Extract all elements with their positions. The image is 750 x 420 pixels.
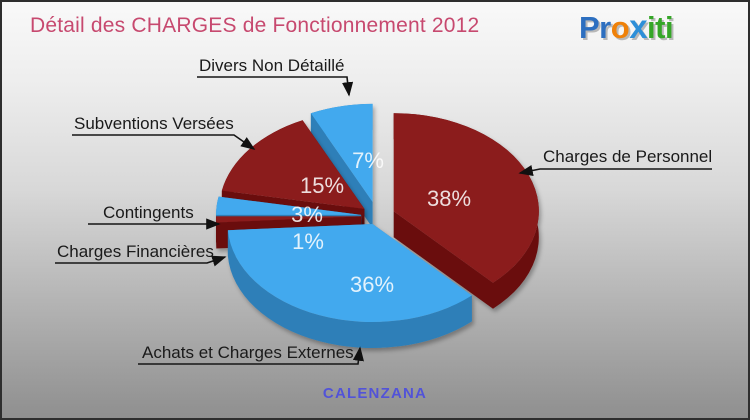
pie-percent-labels: 38% 36% 1%3% 15% 7%	[291, 148, 471, 297]
connector-divers	[197, 76, 354, 97]
pie-percent-label: 7%	[352, 148, 384, 173]
pie-percent-label: 3%	[291, 202, 323, 227]
label-divers-non-detaille: Divers Non Détaillé	[199, 56, 345, 75]
label-achats-et-charges-externes: Achats et Charges Externes	[142, 343, 354, 362]
pie-slice	[227, 224, 472, 349]
pie-slice	[393, 113, 539, 309]
logo-part-o: o	[610, 10, 630, 45]
pie-slices	[216, 103, 539, 349]
logo-part-x: x	[629, 8, 648, 45]
logo-part-iti: iti	[647, 10, 674, 45]
logo-part-pr: Pr	[579, 10, 611, 45]
connector-personnel	[518, 164, 712, 176]
connector-subventions	[72, 134, 256, 150]
label-charges-financieres: Charges Financières	[57, 242, 214, 261]
label-contingents: Contingents	[103, 203, 194, 222]
pie-percent-label: 38%	[427, 186, 471, 211]
label-charges-de-personnel: Charges de Personnel	[543, 147, 713, 166]
connector-financieres	[55, 255, 227, 267]
label-subventions-versees: Subventions Versées	[74, 114, 234, 133]
connector-achats	[138, 346, 364, 365]
pie-percent-label: 15%	[300, 173, 344, 198]
label-connectors	[55, 76, 712, 365]
pie-percent-label: 36%	[350, 272, 394, 297]
page-title: Détail des CHARGES de Fonctionnement 201…	[30, 14, 480, 37]
commune-name: CALENZANA	[322, 385, 428, 402]
pie-percent-label: 1%	[292, 229, 324, 254]
proxiti-logo: Proxiti	[579, 8, 674, 46]
